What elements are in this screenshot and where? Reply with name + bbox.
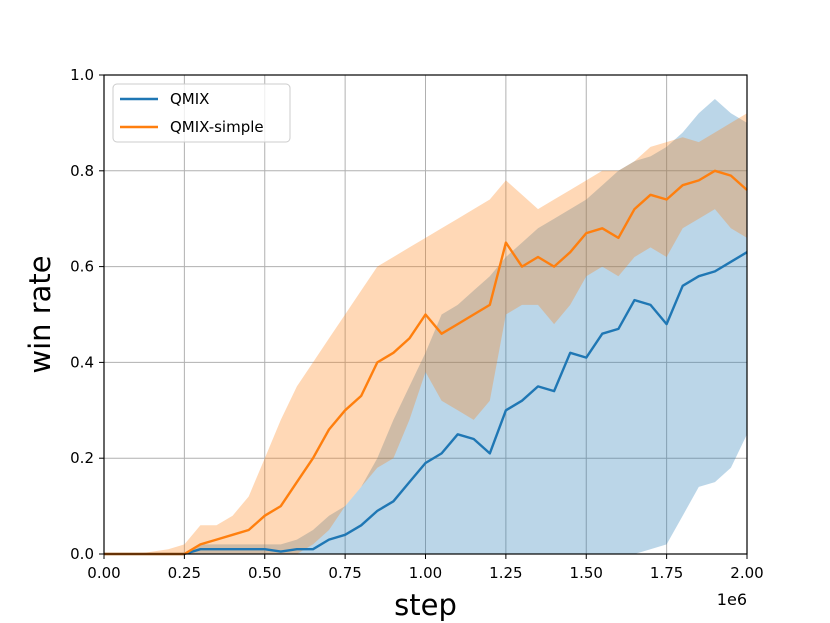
- x-tick-label: 1.50: [570, 564, 603, 582]
- legend-label-1: QMIX-simple: [170, 118, 264, 136]
- series-band-1: [104, 113, 747, 555]
- series-band-0: [104, 99, 747, 554]
- x-tick-label: 2.00: [730, 564, 763, 582]
- y-tick-label: 1.0: [70, 66, 94, 84]
- y-tick-label: 0.6: [70, 258, 94, 276]
- y-tick-label: 0.4: [70, 353, 94, 371]
- y-axis-label: win rate: [23, 255, 57, 373]
- x-tick-label: 1.00: [409, 564, 442, 582]
- x-tick-label: 1.75: [650, 564, 683, 582]
- x-tick-label: 1.25: [489, 564, 522, 582]
- x-tick-label: 0.00: [87, 564, 120, 582]
- series-line-0: [104, 251, 748, 556]
- x-axis-ticks: 0.00 0.25 0.50 0.75 1.00 1.25 1.50 1.75 2.00: [87, 554, 764, 582]
- y-tick-label: 0.8: [70, 162, 94, 180]
- x-tick-label: 0.25: [168, 564, 201, 582]
- legend-label-0: QMIX: [170, 90, 209, 108]
- confidence-bands: [104, 99, 747, 555]
- x-axis-label: step: [394, 588, 457, 622]
- legend: QMIX QMIX-simple: [112, 83, 291, 143]
- x-axis-offset-label: 1e6: [717, 590, 747, 609]
- x-tick-label: 0.50: [248, 564, 281, 582]
- y-tick-label: 0.0: [70, 545, 94, 563]
- series-line-1: [104, 169, 748, 556]
- series-lines: [104, 169, 748, 556]
- x-tick-label: 0.75: [328, 564, 361, 582]
- y-tick-label: 0.2: [70, 449, 94, 467]
- y-axis-ticks: 0.0 0.2 0.4 0.6 0.8 1.0: [70, 66, 104, 563]
